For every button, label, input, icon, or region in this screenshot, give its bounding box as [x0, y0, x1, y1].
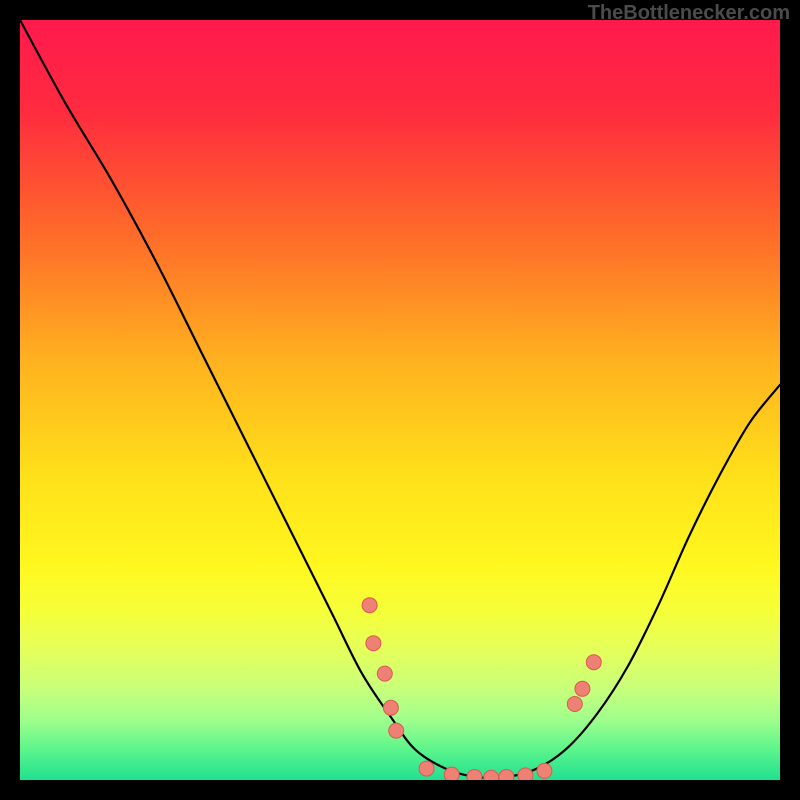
- markers-layer: [20, 20, 780, 780]
- data-point: [419, 761, 434, 776]
- data-point: [467, 769, 482, 780]
- data-point: [383, 700, 398, 715]
- data-point: [575, 681, 590, 696]
- data-point: [366, 636, 381, 651]
- watermark-text: TheBottlenecker.com: [588, 2, 790, 25]
- data-point: [377, 666, 392, 681]
- data-point: [362, 598, 377, 613]
- data-point: [586, 655, 601, 670]
- data-point: [484, 770, 499, 780]
- data-point: [389, 723, 404, 738]
- data-point: [518, 768, 533, 780]
- data-point: [499, 769, 514, 780]
- data-point: [444, 767, 459, 780]
- plot-area: [20, 20, 780, 780]
- data-point: [567, 697, 582, 712]
- chart-frame: TheBottlenecker.com: [0, 0, 800, 800]
- data-point: [537, 763, 552, 778]
